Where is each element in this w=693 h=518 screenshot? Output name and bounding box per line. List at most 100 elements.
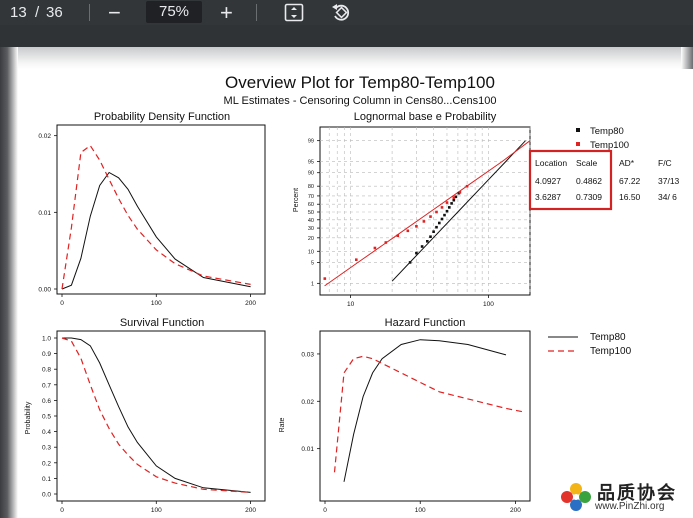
line-legend-temp100: Temp100 <box>590 346 632 357</box>
prob-y-tick-label: 30 <box>308 226 314 232</box>
rotate-icon[interactable] <box>330 2 352 27</box>
stats-legend-temp80: Temp80 <box>590 126 624 137</box>
survival-line-temp80 <box>62 337 251 493</box>
pdf-x-tick-label: 100 <box>151 300 162 307</box>
prob-point-temp80 <box>448 206 451 209</box>
prob-point-temp100 <box>396 234 400 237</box>
prob-y-tick-label: 70 <box>308 194 314 200</box>
survival-plot: 1.0 0.9 0.8 0.7 0.6 0.5 0.4 0.3 0.2 0.1 0.0 0 100 200 <box>42 336 256 515</box>
prob-point-temp80 <box>438 221 441 225</box>
stats-legend-temp100: Temp100 <box>590 140 629 151</box>
pdf-y-tick-label: 0.01 <box>38 210 51 217</box>
survival-y-axis-label: Probability <box>25 401 32 434</box>
survival-y-tick-label: 0.5 <box>42 414 51 421</box>
prob-y-tick-label: 90 <box>308 171 314 177</box>
prob-point-temp80 <box>450 202 453 205</box>
pdf-panel-title: Probability Density Function <box>94 111 230 123</box>
temp100-marker <box>576 142 580 146</box>
prob-point-temp80 <box>452 198 456 202</box>
toolbar-divider <box>89 4 90 21</box>
hazard-line-temp80 <box>343 339 507 482</box>
prob-point-temp80 <box>445 209 449 213</box>
survival-plot-frame <box>56 330 266 502</box>
stats-cell: 4.0927 <box>535 176 561 186</box>
page-separator: / <box>35 4 40 21</box>
prob-y-tick-label: 99 <box>308 139 314 145</box>
survival-panel-title: Survival Function <box>120 317 204 329</box>
prob-plot: 99 95 90 80 70 60 50 40 30 20 10 5 1 10 100 <box>308 139 531 308</box>
prob-point-temp80 <box>429 235 432 238</box>
prob-y-tick-label: 95 <box>308 160 314 166</box>
hazard-y-tick-label: 0.01 <box>301 446 314 453</box>
fit-page-icon[interactable] <box>284 3 304 28</box>
prob-point-temp100 <box>452 196 456 199</box>
page-shadow <box>0 47 693 69</box>
prob-point-temp80 <box>420 245 424 248</box>
pdf-plot-frame <box>56 124 266 295</box>
survival-y-tick-label: 0.2 <box>42 460 51 467</box>
survival-y-tick-label: 1.0 <box>42 336 51 343</box>
zoom-out-button[interactable]: − <box>108 0 121 25</box>
hazard-plot-frame <box>319 330 531 502</box>
prob-point-temp80 <box>435 225 438 229</box>
toolbar-divider <box>256 4 257 21</box>
prob-y-tick-label: 80 <box>308 184 314 190</box>
hazard-panel-title: Hazard Function <box>385 317 466 329</box>
prob-point-temp100 <box>429 215 432 218</box>
watermark-text: 品质协会 <box>597 483 677 504</box>
prob-point-temp100 <box>458 191 462 194</box>
prob-point-temp100 <box>373 246 377 250</box>
stats-legend: Temp80 Temp100 Location Scale AD* F/C 4.… <box>528 126 680 211</box>
zoom-in-button[interactable]: + <box>220 0 233 25</box>
pdf-plot: 0.02 0.01 0.00 0 100 200 <box>38 133 256 307</box>
prob-point-temp100 <box>465 184 469 188</box>
flower-logo-icon <box>561 483 591 511</box>
prob-y-tick-label: 20 <box>308 236 314 242</box>
prob-plot-frame <box>319 126 531 296</box>
stats-header-fc: F/C <box>658 158 672 168</box>
prob-point-temp80 <box>443 213 446 217</box>
prob-y-axis-label: Percent <box>293 188 300 212</box>
survival-y-tick-label: 0.1 <box>42 476 51 483</box>
page-shadow-left <box>0 47 18 518</box>
prob-y-tick-label: 40 <box>308 218 314 224</box>
stats-header-ad: AD* <box>619 158 635 168</box>
prob-fit-line-temp100 <box>324 140 531 287</box>
prob-point-temp100 <box>422 220 426 223</box>
stats-cell: 3.6287 <box>535 192 561 202</box>
zoom-level-field[interactable]: 75% <box>146 1 202 23</box>
stats-cell: 0.7309 <box>576 192 602 202</box>
hazard-y-tick-label: 0.02 <box>301 399 314 406</box>
pdf-x-tick-label: 0 <box>60 300 64 307</box>
hazard-x-tick-label: 0 <box>323 507 327 514</box>
line-legend: Temp80 Temp100 <box>548 332 632 357</box>
prob-point-temp80 <box>432 230 435 233</box>
survival-x-tick-label: 200 <box>245 507 256 514</box>
survival-y-tick-label: 0.8 <box>42 367 51 374</box>
stats-cell: 67.22 <box>619 176 641 186</box>
prob-point-temp80 <box>454 195 458 199</box>
survival-y-tick-label: 0.6 <box>42 398 51 405</box>
pdf-y-tick-label: 0.02 <box>38 133 51 140</box>
prob-gridlines <box>320 127 531 295</box>
page-shadow-right <box>681 47 693 69</box>
stats-cell: 16.50 <box>619 192 641 202</box>
survival-y-tick-label: 0.9 <box>42 351 51 358</box>
hazard-x-tick-label: 200 <box>510 507 521 514</box>
prob-point-temp100 <box>323 277 327 280</box>
page-total: 36 <box>46 4 63 21</box>
stats-cell: 34/ 6 <box>658 192 677 202</box>
prob-point-temp100 <box>440 206 444 209</box>
hazard-plot: 0.03 0.02 0.01 0 100 200 <box>301 339 526 514</box>
stats-header-location: Location <box>535 158 567 168</box>
prob-point-temp100 <box>384 241 388 244</box>
prob-y-tick-label: 1 <box>311 281 314 287</box>
prob-y-tick-label: 5 <box>311 260 314 266</box>
survival-y-tick-label: 0.7 <box>42 382 51 389</box>
temp80-marker <box>576 128 580 132</box>
prob-point-temp100 <box>355 258 358 261</box>
watermark-logo: 品质协会 www.PinZhi.org <box>557 479 687 515</box>
hazard-line-temp100 <box>333 355 526 473</box>
page-number-input[interactable]: 13 <box>10 4 27 21</box>
highlight-box <box>528 149 613 211</box>
